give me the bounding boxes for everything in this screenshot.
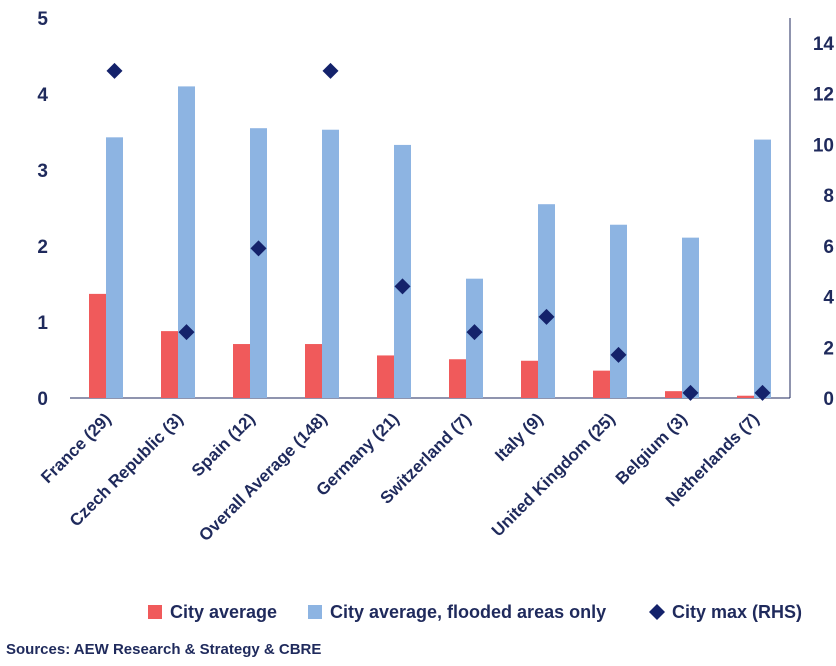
bar-city-average — [89, 293, 106, 398]
bar-city-average-flooded — [754, 139, 771, 398]
point-city-max — [466, 324, 483, 341]
legend-marker — [649, 604, 665, 620]
bar-city-average-flooded — [682, 237, 699, 398]
bar-city-average-flooded — [394, 144, 411, 398]
y-tick-label: 4 — [37, 85, 48, 106]
point-city-max — [682, 384, 699, 401]
y2-tick-label: 2 — [823, 338, 834, 359]
legend-label: City average — [170, 602, 277, 622]
point-city-max — [538, 308, 555, 325]
y2-tick-label: 0 — [823, 389, 834, 410]
point-city-max — [106, 62, 123, 79]
y-tick-label: 3 — [37, 161, 48, 182]
y-tick-label: 2 — [37, 237, 48, 258]
x-tick-label: Italy (9) — [491, 409, 547, 465]
point-city-max — [250, 240, 267, 257]
point-city-max — [394, 278, 411, 295]
bar-city-average-flooded — [250, 128, 267, 398]
point-city-max — [754, 384, 771, 401]
y2-tick-label: 6 — [823, 237, 834, 258]
bar-city-average-flooded — [610, 224, 627, 398]
point-city-max — [322, 62, 339, 79]
bar-city-average-flooded — [322, 129, 339, 398]
legend-swatch — [148, 605, 162, 619]
legend-label: City average, flooded areas only — [330, 602, 606, 622]
y-tick-label: 0 — [37, 389, 48, 410]
bar-city-average — [377, 355, 394, 398]
bar-city-average-flooded — [106, 137, 123, 398]
bar-city-average — [233, 344, 250, 398]
point-city-max — [178, 324, 195, 341]
y-tick-label: 5 — [37, 9, 48, 30]
y-tick-label: 1 — [37, 313, 48, 334]
bar-city-average — [593, 370, 610, 398]
x-tick-label: France (29) — [37, 409, 115, 487]
legend-swatch — [308, 605, 322, 619]
x-tick-label: Overall Average (148) — [195, 409, 330, 544]
point-city-max — [610, 346, 627, 363]
y2-tick-label: 12 — [813, 85, 834, 106]
x-tick-label: Spain (12) — [188, 409, 259, 480]
y2-tick-label: 8 — [823, 186, 834, 207]
x-tick-label: Belgium (3) — [612, 409, 691, 488]
bar-city-average — [161, 331, 178, 398]
bar-city-average-flooded — [178, 86, 195, 399]
y2-tick-label: 10 — [813, 135, 834, 156]
y2-tick-label: 4 — [823, 288, 834, 309]
bar-city-average — [305, 344, 322, 398]
bar-city-average — [665, 391, 682, 398]
bar-city-average — [737, 395, 754, 398]
bar-city-average — [521, 360, 538, 398]
x-tick-label: United Kingdom (25) — [488, 409, 619, 540]
y2-tick-label: 14 — [813, 34, 835, 55]
source-note: Sources: AEW Research & Strategy & CBRE — [6, 641, 322, 658]
legend-label: City max (RHS) — [672, 602, 802, 622]
bar-city-average — [449, 359, 466, 398]
bar-city-average-flooded — [538, 204, 555, 398]
